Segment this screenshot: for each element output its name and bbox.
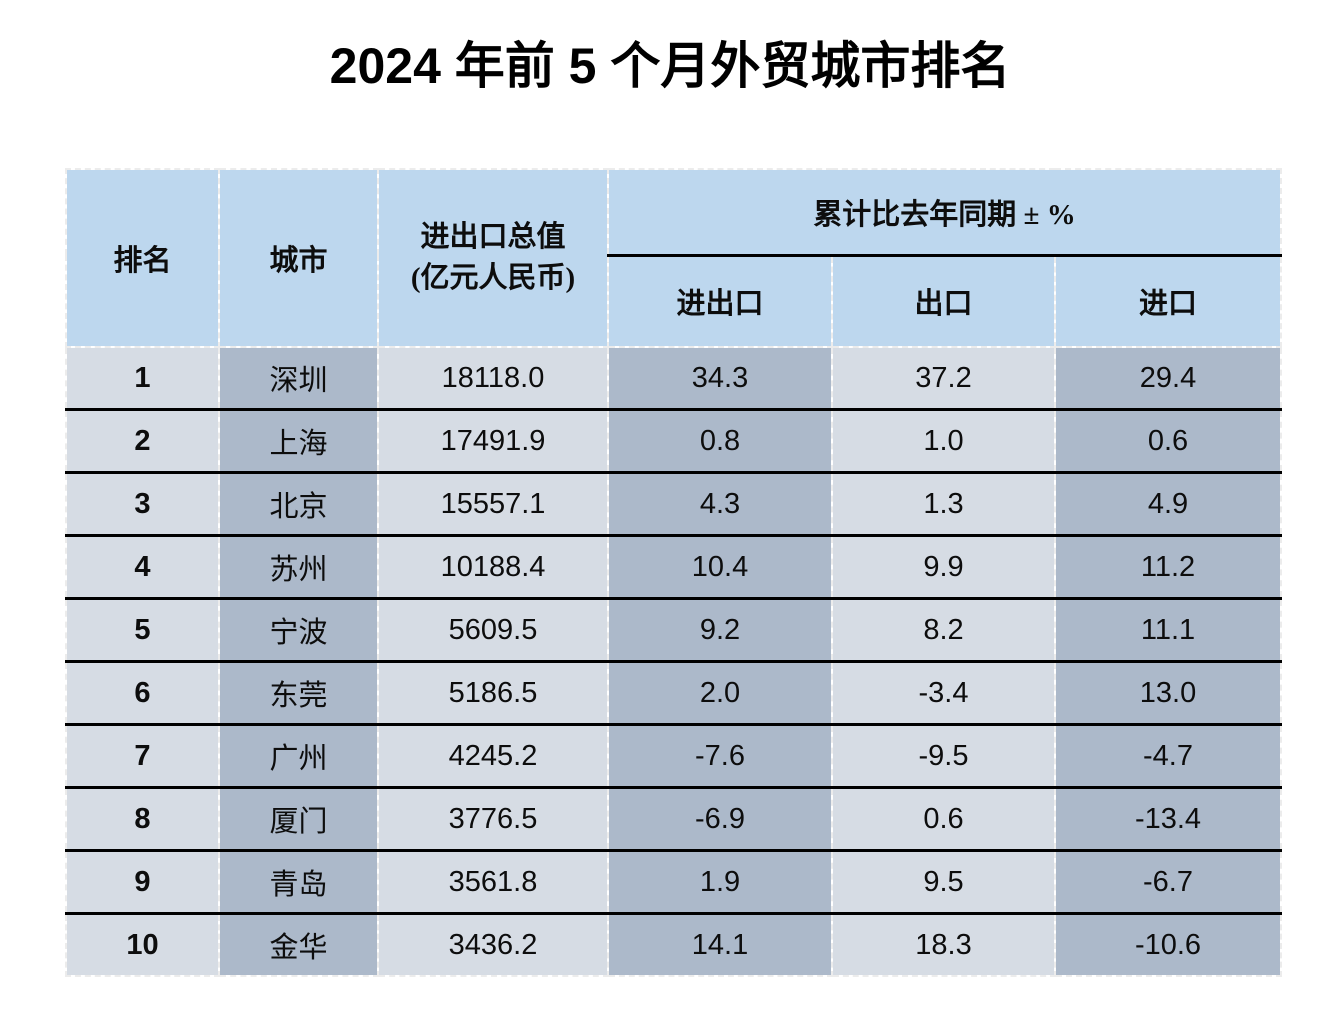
header-yoy-import: 进口 <box>1054 254 1282 348</box>
cell-yoy-export: 9.5 <box>831 849 1056 915</box>
cell-yoy-export: 37.2 <box>831 346 1056 411</box>
cell-total: 4245.2 <box>377 723 609 789</box>
table-row: 1 深圳 18118.0 34.3 37.2 29.4 <box>65 346 1282 411</box>
table-row: 6 东莞 5186.5 2.0 -3.4 13.0 <box>65 660 1282 726</box>
cell-yoy-export: 9.9 <box>831 534 1056 600</box>
cell-rank: 7 <box>65 723 220 789</box>
table-row: 5 宁波 5609.5 9.2 8.2 11.1 <box>65 597 1282 663</box>
cell-city: 广州 <box>218 723 379 789</box>
cell-yoy-import: -6.7 <box>1054 849 1282 915</box>
header-yoy-total: 进出口 <box>607 254 833 348</box>
cell-city: 宁波 <box>218 597 379 663</box>
cell-total: 3561.8 <box>377 849 609 915</box>
cell-total: 3436.2 <box>377 912 609 977</box>
cell-yoy-total: 14.1 <box>607 912 833 977</box>
cell-yoy-export: -9.5 <box>831 723 1056 789</box>
header-row-sub: 进出口 出口 进口 <box>66 254 1282 348</box>
cell-yoy-total: 10.4 <box>607 534 833 600</box>
cell-city: 厦门 <box>218 786 379 852</box>
table-row: 3 北京 15557.1 4.3 1.3 4.9 <box>65 471 1282 537</box>
header-yoy-group: 累计比去年同期 ± % <box>607 168 1282 257</box>
cell-city: 金华 <box>218 912 379 977</box>
cell-rank: 6 <box>65 660 220 726</box>
cell-yoy-total: 9.2 <box>607 597 833 663</box>
cell-yoy-total: 4.3 <box>607 471 833 537</box>
table-row: 7 广州 4245.2 -7.6 -9.5 -4.7 <box>65 723 1282 789</box>
cell-yoy-export: 8.2 <box>831 597 1056 663</box>
cell-yoy-total: 1.9 <box>607 849 833 915</box>
cell-yoy-export: -3.4 <box>831 660 1056 726</box>
cell-yoy-import: 11.2 <box>1054 534 1282 600</box>
cell-city: 青岛 <box>218 849 379 915</box>
cell-rank: 3 <box>65 471 220 537</box>
table-row: 8 厦门 3776.5 -6.9 0.6 -13.4 <box>65 786 1282 852</box>
cell-rank: 1 <box>65 346 220 411</box>
cell-total: 5609.5 <box>377 597 609 663</box>
cell-yoy-export: 1.3 <box>831 471 1056 537</box>
cell-city: 上海 <box>218 408 379 474</box>
cell-total: 18118.0 <box>377 346 609 411</box>
table-header: 排名 城市 进出口总值 (亿元人民币) 累计比去年同期 ± % 进出口 出口 进… <box>65 168 1282 348</box>
cell-yoy-import: -10.6 <box>1054 912 1282 977</box>
header-row-top: 排名 城市 进出口总值 (亿元人民币) 累计比去年同期 ± % <box>65 168 1282 348</box>
cell-yoy-total: 0.8 <box>607 408 833 474</box>
cell-city: 北京 <box>218 471 379 537</box>
cell-total: 15557.1 <box>377 471 609 537</box>
cell-city: 深圳 <box>218 346 379 411</box>
header-rank: 排名 <box>65 168 220 348</box>
cell-yoy-import: 0.6 <box>1054 408 1282 474</box>
cell-yoy-total: -7.6 <box>607 723 833 789</box>
cell-yoy-import: 13.0 <box>1054 660 1282 726</box>
table-body: 1 深圳 18118.0 34.3 37.2 29.4 2 上海 17491.9… <box>65 346 1282 977</box>
cell-rank: 9 <box>65 849 220 915</box>
cell-yoy-total: -6.9 <box>607 786 833 852</box>
cell-yoy-import: 29.4 <box>1054 346 1282 411</box>
header-total-value: 进出口总值 (亿元人民币) <box>377 168 609 348</box>
table-row: 4 苏州 10188.4 10.4 9.9 11.2 <box>65 534 1282 600</box>
cell-yoy-import: -13.4 <box>1054 786 1282 852</box>
table-row: 2 上海 17491.9 0.8 1.0 0.6 <box>65 408 1282 474</box>
cell-city: 苏州 <box>218 534 379 600</box>
cell-yoy-export: 1.0 <box>831 408 1056 474</box>
cell-rank: 10 <box>65 912 220 977</box>
cell-city: 东莞 <box>218 660 379 726</box>
cell-yoy-total: 2.0 <box>607 660 833 726</box>
cell-total: 3776.5 <box>377 786 609 852</box>
cell-total: 17491.9 <box>377 408 609 474</box>
cell-yoy-total: 34.3 <box>607 346 833 411</box>
cell-total: 10188.4 <box>377 534 609 600</box>
table-row: 9 青岛 3561.8 1.9 9.5 -6.7 <box>65 849 1282 915</box>
cell-rank: 5 <box>65 597 220 663</box>
cell-total: 5186.5 <box>377 660 609 726</box>
cell-yoy-import: 11.1 <box>1054 597 1282 663</box>
page-title: 2024 年前 5 个月外贸城市排名 <box>329 38 1011 94</box>
header-yoy-export: 出口 <box>831 254 1056 348</box>
cell-yoy-export: 18.3 <box>831 912 1056 977</box>
trade-ranking-table: 排名 城市 进出口总值 (亿元人民币) 累计比去年同期 ± % 进出口 出口 进… <box>65 168 1282 977</box>
cell-yoy-export: 0.6 <box>831 786 1056 852</box>
cell-yoy-import: 4.9 <box>1054 471 1282 537</box>
header-total-line2: (亿元人民币) <box>410 262 576 294</box>
header-city: 城市 <box>218 168 379 348</box>
header-total-line1: 进出口总值 <box>420 220 566 253</box>
cell-rank: 8 <box>65 786 220 852</box>
cell-yoy-import: -4.7 <box>1054 723 1282 789</box>
cell-rank: 2 <box>65 408 220 474</box>
table-row: 10 金华 3436.2 14.1 18.3 -10.6 <box>65 912 1282 977</box>
cell-rank: 4 <box>65 534 220 600</box>
